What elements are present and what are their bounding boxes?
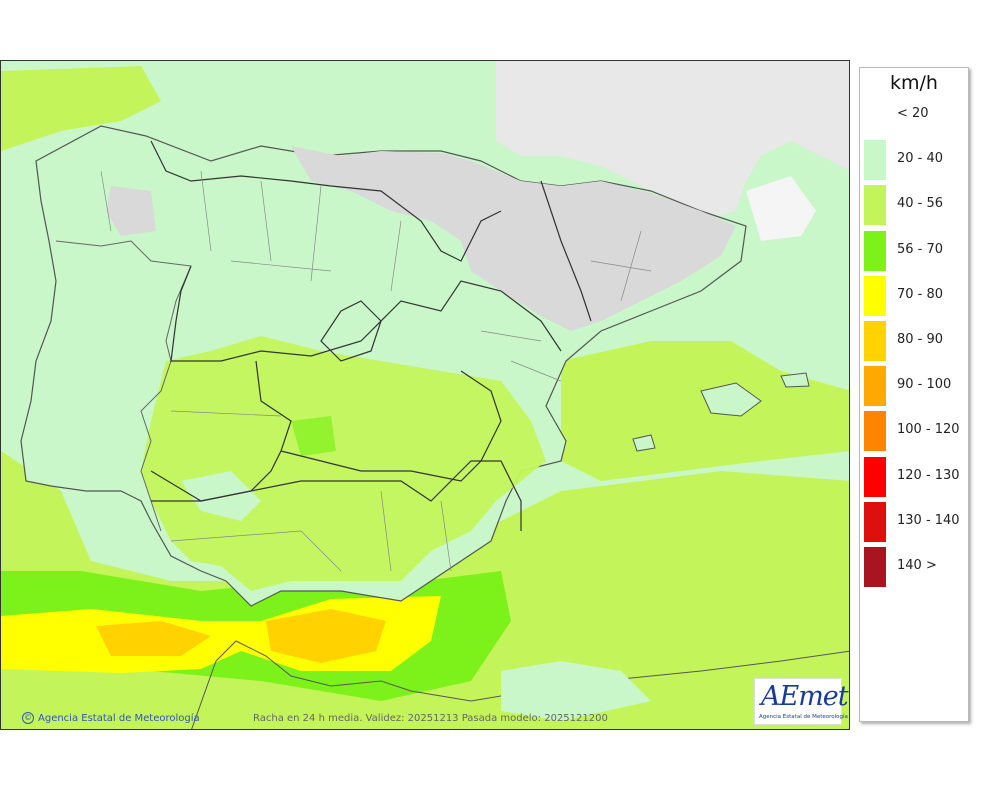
legend-class: 140 > — [864, 547, 966, 587]
strait-core-east — [266, 609, 386, 663]
legend-class: 80 - 90 — [864, 321, 966, 361]
legend-class: 100 - 120 — [864, 411, 966, 452]
legend-swatch — [864, 411, 886, 452]
alboran-calm — [501, 661, 651, 721]
region-border-north — [150, 140, 502, 262]
legend-label: 20 - 40 — [897, 151, 944, 167]
legend-label: 140 > — [897, 558, 937, 573]
validity-caption: Racha en 24 h media. Validez: 20251213 P… — [253, 713, 608, 724]
legend-class: < 20 — [864, 95, 966, 135]
legend-label: 56 - 70 — [897, 241, 944, 257]
region-border-castilla — [280, 370, 502, 482]
legend-swatch — [864, 366, 886, 407]
legend-class: 20 - 40 — [864, 140, 966, 181]
legend: km/h < 20 20 - 40 40 - 56 56 - 70 70 - 80 80 … — [859, 67, 969, 722]
menorca — [780, 372, 810, 388]
legend-swatch — [864, 230, 886, 271]
legend-class: 90 - 100 — [864, 366, 966, 407]
balearic-band — [561, 341, 849, 481]
pyrenees-relief — [291, 146, 736, 331]
legend-swatch — [864, 321, 886, 361]
galicia-relief — [106, 186, 156, 236]
map-canvas — [1, 61, 849, 729]
copyright-text: Agencia Estatal de Meteorología — [38, 713, 200, 724]
strait-core-west — [96, 621, 211, 656]
legend-swatch — [864, 501, 886, 542]
wind-gust-map — [0, 60, 850, 730]
logo-subtitle: Agencia Estatal de Meteorología — [759, 714, 848, 720]
legend-class: 70 - 80 — [864, 275, 966, 316]
portugal-border — [55, 240, 192, 532]
aemet-logo: AEmet Agencia Estatal de Meteorología — [754, 678, 849, 725]
legend-swatch — [864, 185, 886, 226]
legend-swatch — [864, 140, 886, 181]
ibiza — [632, 434, 656, 452]
legend-swatch — [864, 456, 886, 497]
atlantic-band-north — [1, 66, 161, 151]
legend-unit: km/h — [890, 72, 938, 94]
legend-label: 120 - 130 — [897, 467, 960, 483]
montes-toledo-56 — [291, 416, 336, 456]
africa-coast — [191, 640, 849, 729]
province-borders — [100, 170, 652, 572]
legend-label: 80 - 90 — [897, 332, 944, 347]
legend-swatch — [864, 547, 886, 587]
legend-swatch — [864, 275, 886, 316]
legend-swatch — [864, 95, 886, 135]
legend-class: 120 - 130 — [864, 456, 966, 497]
legend-label: 100 - 120 — [897, 422, 960, 438]
legend-class: 130 - 140 — [864, 501, 966, 542]
copyright-icon: © — [22, 712, 34, 724]
logo-name: AEmet — [761, 681, 849, 712]
legend-label: 130 - 140 — [897, 512, 960, 528]
legend-label: 90 - 100 — [897, 377, 952, 393]
france-land — [496, 61, 849, 221]
legend-label: 70 - 80 — [897, 286, 944, 302]
region-border-central — [170, 265, 562, 362]
region-border-madrid — [320, 300, 382, 362]
legend-class: 56 - 70 — [864, 230, 966, 271]
copyright-notice: © Agencia Estatal de Meteorología — [22, 712, 200, 724]
region-border-aragon — [540, 180, 592, 322]
legend-label: 40 - 56 — [897, 196, 944, 212]
legend-class: 40 - 56 — [864, 185, 966, 226]
corsica-land — [746, 176, 816, 241]
guadalquivir-calm — [181, 471, 261, 521]
region-border-andalucia — [151, 460, 522, 531]
legend-label: < 20 — [897, 106, 929, 121]
mallorca — [700, 382, 762, 417]
